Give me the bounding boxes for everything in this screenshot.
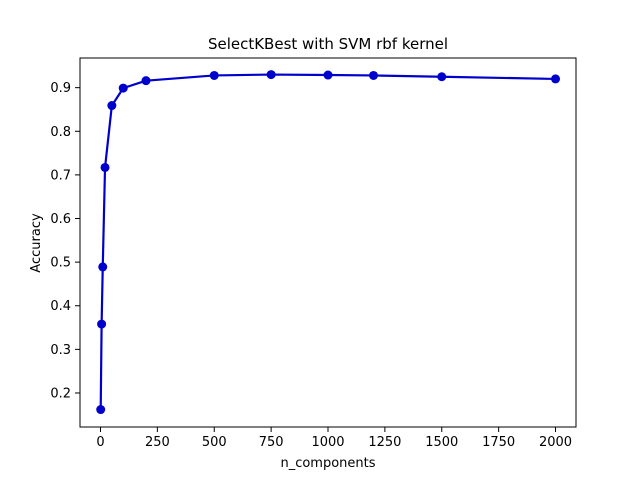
y-tick-label: 0.5 [50,256,71,271]
y-tick-label: 0.8 [50,125,71,140]
y-tick-label: 0.3 [50,343,71,358]
y-tick-label: 0.4 [50,299,71,314]
chart-title: SelectKBest with SVM rbf kernel [208,35,448,53]
data-point [98,262,108,272]
x-tick-label: 1750 [482,435,515,450]
data-point [209,70,219,80]
data-point [437,72,447,82]
data-point [96,405,106,415]
data-point [118,83,128,93]
data-point [100,162,110,172]
data-point [551,74,561,84]
x-axis-label: n_components [280,456,375,471]
x-tick-label: 250 [145,435,170,450]
x-tick-label: 1250 [368,435,401,450]
y-tick-label: 0.7 [50,168,71,183]
data-point [266,70,276,80]
data-point [369,70,379,80]
y-tick-label: 0.2 [50,386,71,401]
x-tick-label: 0 [96,435,104,450]
x-tick-label: 1000 [311,435,344,450]
axes: 0 250 500 750 1000 1250 1500 1750 2000 0.2 0.3 0.4 0… [50,57,577,450]
data-point [97,319,107,329]
y-axis-label: Accuracy [29,213,44,273]
x-tick-label: 750 [259,435,284,450]
plot-frame [79,57,577,428]
x-tick-label: 2000 [539,435,572,450]
x-tick-label: 500 [202,435,227,450]
y-tick-label: 0.9 [50,81,71,96]
data-point [141,76,151,86]
data-point [107,101,117,111]
series-group [96,70,561,415]
y-tick-label: 0.6 [50,212,71,227]
data-point [323,70,333,80]
x-tick-label: 1500 [425,435,458,450]
